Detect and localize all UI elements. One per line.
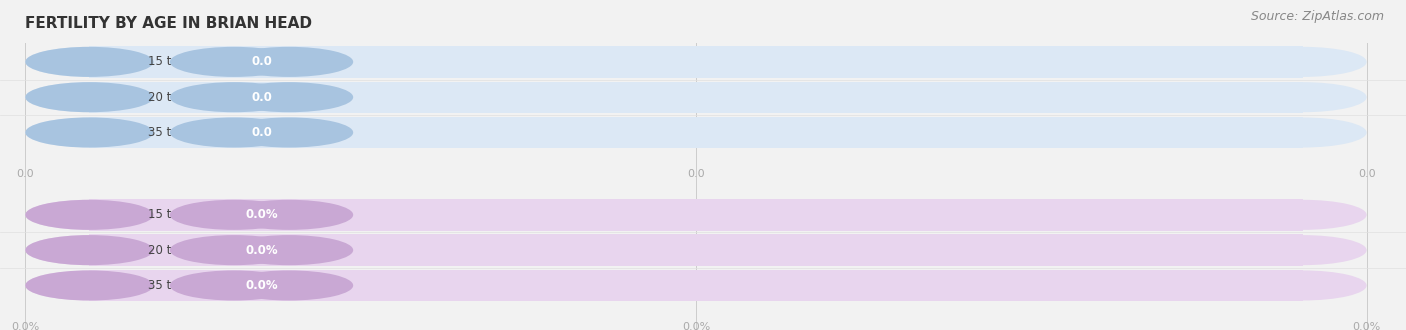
Circle shape [170, 82, 298, 112]
Text: 15 to 19 years: 15 to 19 years [148, 208, 233, 221]
Circle shape [25, 117, 153, 148]
Circle shape [25, 117, 153, 148]
Circle shape [170, 270, 298, 301]
Text: 15 to 19 years: 15 to 19 years [148, 55, 233, 68]
Text: 0.0: 0.0 [17, 170, 34, 180]
Text: 0.0: 0.0 [252, 126, 271, 139]
Text: FERTILITY BY AGE IN BRIAN HEAD: FERTILITY BY AGE IN BRIAN HEAD [25, 16, 312, 31]
Circle shape [25, 270, 153, 301]
Text: 0.0: 0.0 [1358, 170, 1375, 180]
Text: 0.0: 0.0 [688, 170, 704, 180]
Circle shape [25, 235, 153, 265]
Circle shape [225, 270, 353, 301]
FancyBboxPatch shape [90, 270, 1302, 301]
Text: 0.0%: 0.0% [682, 322, 710, 330]
Text: 35 to 50 years: 35 to 50 years [148, 126, 233, 139]
Circle shape [225, 82, 353, 112]
Text: 20 to 34 years: 20 to 34 years [148, 91, 233, 104]
FancyBboxPatch shape [90, 117, 1302, 148]
Circle shape [1239, 117, 1367, 148]
Circle shape [170, 117, 298, 148]
FancyBboxPatch shape [90, 82, 1302, 113]
Circle shape [25, 47, 153, 77]
Circle shape [170, 235, 298, 265]
Circle shape [170, 47, 298, 77]
Text: 35 to 50 years: 35 to 50 years [148, 279, 233, 292]
Text: 0.0%: 0.0% [245, 208, 278, 221]
Circle shape [25, 82, 153, 112]
Text: 0.0%: 0.0% [245, 279, 278, 292]
Circle shape [225, 235, 353, 265]
Text: 0.0%: 0.0% [245, 244, 278, 257]
Circle shape [1239, 235, 1367, 265]
Circle shape [25, 47, 153, 77]
Circle shape [225, 200, 353, 230]
Circle shape [1239, 47, 1367, 77]
Circle shape [25, 235, 153, 265]
Circle shape [1239, 200, 1367, 230]
FancyBboxPatch shape [90, 199, 1302, 230]
Circle shape [1239, 82, 1367, 112]
Circle shape [225, 47, 353, 77]
Text: 0.0: 0.0 [252, 55, 271, 68]
Circle shape [25, 270, 153, 301]
Text: 0.0%: 0.0% [1353, 322, 1381, 330]
Text: 20 to 34 years: 20 to 34 years [148, 244, 233, 257]
Circle shape [170, 200, 298, 230]
Circle shape [1239, 270, 1367, 301]
Circle shape [225, 117, 353, 148]
FancyBboxPatch shape [90, 234, 1302, 266]
Text: 0.0%: 0.0% [11, 322, 39, 330]
Circle shape [25, 82, 153, 112]
Text: 0.0: 0.0 [252, 91, 271, 104]
Circle shape [25, 200, 153, 230]
Circle shape [25, 200, 153, 230]
Text: Source: ZipAtlas.com: Source: ZipAtlas.com [1250, 10, 1384, 23]
FancyBboxPatch shape [90, 46, 1302, 78]
